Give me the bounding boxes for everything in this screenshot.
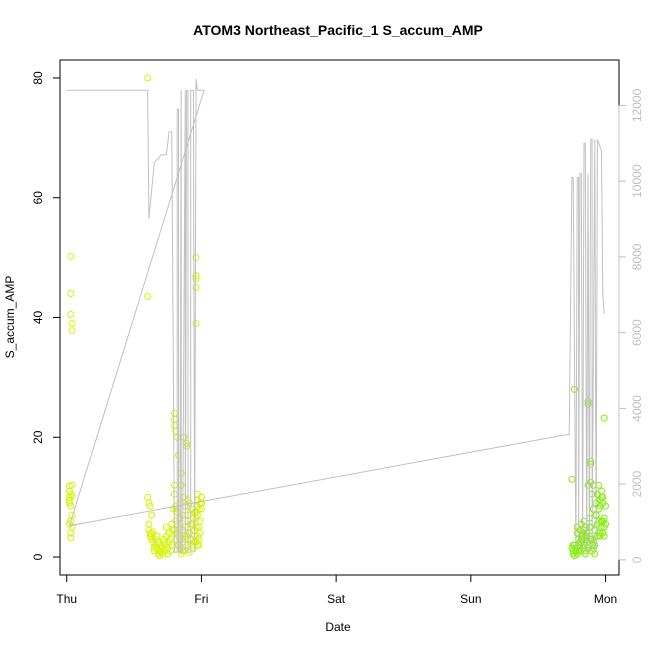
data-point xyxy=(148,511,156,519)
data-point xyxy=(171,415,178,423)
data-point xyxy=(196,517,204,525)
chart-title: ATOM3 Northeast_Pacific_1 S_accum_AMP xyxy=(193,22,483,38)
data-point xyxy=(144,493,152,501)
data-point xyxy=(192,508,200,516)
y2-tick-label: 8000 xyxy=(630,243,644,270)
data-point xyxy=(584,397,592,405)
data-point xyxy=(600,523,608,531)
y2-tick-label: 0 xyxy=(630,556,644,563)
y-axis-left: 0 20 40 60 80 xyxy=(31,71,61,560)
data-point xyxy=(568,475,576,483)
x-tick-label: Mon xyxy=(594,592,617,606)
data-point xyxy=(192,272,200,280)
x-tick-label: Fri xyxy=(194,592,208,606)
y2-tick-label: 2000 xyxy=(630,470,644,497)
data-point xyxy=(598,517,605,525)
data-point xyxy=(144,293,152,300)
data-point xyxy=(192,320,200,327)
data-point xyxy=(68,523,76,531)
data-point xyxy=(68,327,76,335)
data-point xyxy=(67,490,75,498)
data-point xyxy=(185,548,193,556)
data-point xyxy=(144,74,152,82)
data-point xyxy=(185,529,193,537)
data-point xyxy=(599,493,607,501)
x-tick-label: Thu xyxy=(56,592,77,606)
x-tick-label: Sat xyxy=(327,592,346,606)
data-point xyxy=(68,320,76,327)
data-point xyxy=(145,520,153,528)
data-point xyxy=(584,400,592,408)
x-axis-label: Date xyxy=(325,620,351,634)
data-point xyxy=(598,487,605,495)
data-point xyxy=(171,421,178,429)
data-point xyxy=(587,460,595,468)
data-point xyxy=(67,534,75,542)
data-point xyxy=(67,252,75,260)
series-layer xyxy=(65,74,609,560)
data-point xyxy=(192,275,200,283)
data-point xyxy=(65,482,73,490)
data-point xyxy=(67,311,75,318)
y-axis-right: 0 2000 4000 6000 8000 10000 12000 xyxy=(618,88,644,563)
y2-tick-label: 4000 xyxy=(630,395,644,422)
series-line xyxy=(66,78,605,553)
data-point xyxy=(157,548,165,556)
data-point xyxy=(67,502,75,510)
data-point xyxy=(180,493,188,501)
data-point xyxy=(146,502,154,510)
data-point xyxy=(67,290,75,297)
data-point xyxy=(596,502,604,510)
data-point xyxy=(581,550,589,558)
y-tick-label: 40 xyxy=(31,311,45,325)
x-axis: Thu Fri Sat Sun Mon xyxy=(56,574,617,606)
x-tick-label: Sun xyxy=(460,592,481,606)
data-point xyxy=(591,550,599,558)
data-point xyxy=(162,523,170,531)
data-point xyxy=(602,502,609,510)
y2-tick-label: 12000 xyxy=(630,88,644,122)
y-tick-label: 80 xyxy=(31,71,45,85)
data-point xyxy=(68,481,76,489)
y2-tick-label: 10000 xyxy=(630,164,644,198)
plot-frame xyxy=(59,59,620,576)
y-tick-label: 20 xyxy=(31,430,45,444)
data-point xyxy=(587,457,595,465)
data-point xyxy=(600,414,608,422)
y-tick-label: 0 xyxy=(31,553,45,560)
data-point xyxy=(192,284,200,292)
y-axis-label: S_accum_AMP xyxy=(3,276,17,359)
y2-tick-label: 6000 xyxy=(630,319,644,346)
data-point xyxy=(600,532,608,540)
data-point xyxy=(573,529,581,537)
y-tick-label: 60 xyxy=(31,191,45,205)
data-point xyxy=(68,492,76,500)
data-point xyxy=(197,493,205,501)
data-point xyxy=(149,528,157,536)
data-point xyxy=(171,409,178,417)
